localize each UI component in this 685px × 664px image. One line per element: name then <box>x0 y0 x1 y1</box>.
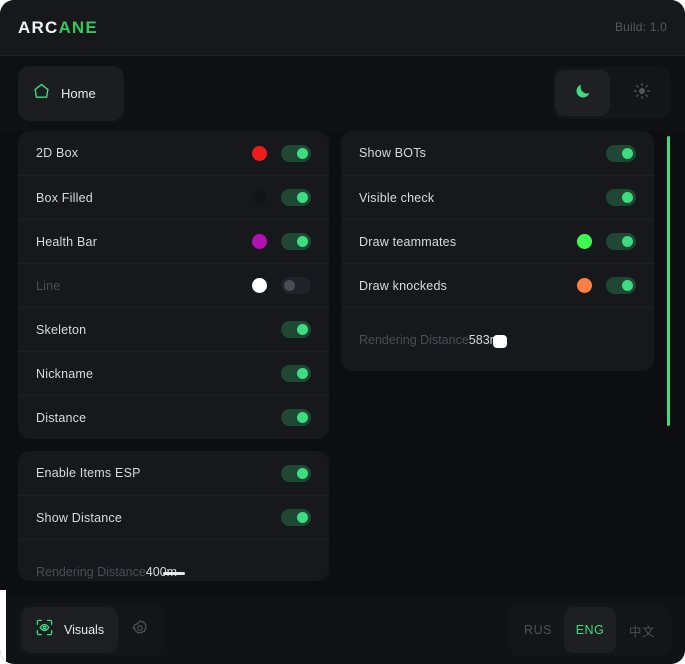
panel-player-esp: 2D Box Box Filled Health Bar Line <box>18 131 329 439</box>
tab-home-label: Home <box>61 86 96 101</box>
toggle-knob <box>297 324 308 335</box>
row-label: Box Filled <box>36 190 93 205</box>
row-visible-check[interactable]: Visible check <box>341 175 654 219</box>
eye-scan-icon <box>35 618 54 642</box>
moon-icon <box>574 82 592 105</box>
toggle-2d-box[interactable] <box>281 144 311 162</box>
slider-value: 583m <box>468 333 501 347</box>
sun-icon <box>633 82 651 105</box>
slider-thumb[interactable] <box>493 334 508 348</box>
row-label: Draw teammates <box>359 234 457 249</box>
toggle-knob <box>297 412 308 423</box>
toggle-knob <box>284 280 295 291</box>
color-swatch-draw-knockeds[interactable] <box>577 278 592 293</box>
tab-home[interactable]: Home <box>18 66 124 121</box>
nav-settings-button[interactable] <box>118 607 162 653</box>
app-logo: ARCANE <box>18 18 98 38</box>
row-draw-knockeds[interactable]: Draw knockeds <box>341 263 654 307</box>
row-2d-box[interactable]: 2D Box <box>18 131 329 175</box>
panel-items-esp: Enable Items ESP Show Distance Rendering… <box>18 451 329 581</box>
toggle-knob <box>297 236 308 247</box>
toggle-enable-items-esp[interactable] <box>281 464 311 482</box>
row-label: Visible check <box>359 190 435 205</box>
nav-visuals-label: Visuals <box>64 623 105 637</box>
toggle-knob <box>297 512 308 523</box>
tab-row: Home <box>0 57 685 131</box>
nav-visuals-button[interactable]: Visuals <box>21 607 119 653</box>
row-label: Health Bar <box>36 234 98 249</box>
row-label: Draw knockeds <box>359 278 448 293</box>
color-swatch-health-bar[interactable] <box>252 234 267 249</box>
theme-dark-button[interactable] <box>555 70 610 116</box>
app-footer: Visuals RUS ENG 中文 <box>0 596 685 664</box>
logo-text-accent: ANE <box>58 18 98 37</box>
row-label: 2D Box <box>36 146 79 160</box>
row-label: Show BOTs <box>359 146 427 160</box>
theme-light-button[interactable] <box>614 70 669 116</box>
row-health-bar[interactable]: Health Bar <box>18 219 329 263</box>
toggle-line[interactable] <box>281 277 311 294</box>
toggle-knob <box>297 368 308 379</box>
footer-nav-group: Visuals <box>18 604 166 656</box>
color-swatch-2d-box[interactable] <box>252 145 267 161</box>
color-swatch-box-filled[interactable] <box>252 190 267 205</box>
toggle-box-filled[interactable] <box>281 189 311 206</box>
row-enable-items-esp[interactable]: Enable Items ESP <box>18 451 329 495</box>
slider-value: 400m <box>145 565 178 579</box>
toggle-show-bots[interactable] <box>606 144 636 162</box>
row-label: Enable Items ESP <box>36 466 141 480</box>
toggle-distance[interactable] <box>281 409 311 426</box>
toggle-draw-knockeds[interactable] <box>606 277 636 294</box>
row-show-bots[interactable]: Show BOTs <box>341 131 654 175</box>
row-options-rendering-distance: Rendering Distance 583m <box>341 307 654 363</box>
row-nickname[interactable]: Nickname <box>18 351 329 395</box>
toggle-draw-teammates[interactable] <box>606 233 636 250</box>
language-zh-button[interactable]: 中文 <box>628 624 655 639</box>
row-show-distance[interactable]: Show Distance <box>18 495 329 539</box>
toggle-visible-check[interactable] <box>606 189 636 206</box>
toggle-knob <box>297 147 308 159</box>
row-label: Nickname <box>36 366 94 381</box>
slider-label: Rendering Distance <box>359 333 469 347</box>
toggle-knob <box>297 192 308 203</box>
row-label: Line <box>36 278 61 293</box>
toggle-knob <box>297 467 308 479</box>
language-switcher: RUS ENG 中文 <box>509 604 671 656</box>
language-eng-button[interactable]: ENG <box>564 607 616 653</box>
toggle-knob <box>622 280 633 291</box>
toggle-skeleton[interactable] <box>281 321 311 338</box>
row-items-rendering-distance: Rendering Distance 400m <box>18 539 329 581</box>
row-distance[interactable]: Distance <box>18 395 329 439</box>
logo-text-primary: ARC <box>18 18 59 37</box>
color-swatch-draw-teammates[interactable] <box>577 234 592 249</box>
toggle-health-bar[interactable] <box>281 233 311 250</box>
panel-options: Show BOTs Visible check Draw teammates D… <box>341 131 654 371</box>
row-skeleton[interactable]: Skeleton <box>18 307 329 351</box>
vertical-scrollbar[interactable] <box>667 136 670 426</box>
toggle-knob <box>622 147 633 159</box>
toggle-knob <box>622 192 633 203</box>
toggle-show-distance[interactable] <box>281 509 311 526</box>
row-label: Show Distance <box>36 510 122 525</box>
row-line[interactable]: Line <box>18 263 329 307</box>
theme-switcher <box>553 67 671 119</box>
panel-drag-handle[interactable] <box>162 572 185 575</box>
slider-label: Rendering Distance <box>36 565 146 579</box>
window-edge-sliver <box>0 590 6 664</box>
row-label: Distance <box>36 410 87 425</box>
color-swatch-line[interactable] <box>252 278 267 293</box>
row-label: Skeleton <box>36 322 87 337</box>
language-rus-button[interactable]: RUS <box>524 623 552 637</box>
toggle-knob <box>622 236 633 247</box>
toggle-nickname[interactable] <box>281 365 311 382</box>
row-box-filled[interactable]: Box Filled <box>18 175 329 219</box>
gear-icon <box>131 619 149 642</box>
row-draw-teammates[interactable]: Draw teammates <box>341 219 654 263</box>
app-header: ARCANE Build: 1.0 <box>0 0 685 56</box>
home-icon <box>32 82 51 106</box>
build-version-label: Build: 1.0 <box>614 20 667 34</box>
